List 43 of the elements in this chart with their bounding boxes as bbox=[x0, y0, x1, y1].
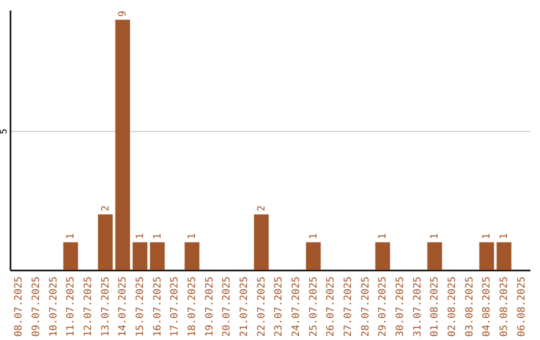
x-tick-label: 15.07.2025 bbox=[135, 276, 146, 337]
x-tick-label: 10.07.2025 bbox=[48, 276, 60, 337]
data-label: 1 bbox=[499, 233, 510, 240]
data-label: 1 bbox=[187, 233, 198, 240]
data-label: 1 bbox=[482, 233, 493, 240]
x-tick-label: 05.08.2025 bbox=[499, 276, 510, 337]
data-label: 1 bbox=[308, 233, 320, 240]
x-tick-label: 11.07.2025 bbox=[66, 276, 77, 337]
x-tick-label: 30.07.2025 bbox=[395, 276, 406, 337]
x-tick-label: 04.08.2025 bbox=[482, 276, 493, 337]
data-label: 1 bbox=[66, 233, 77, 240]
x-tick-label: 17.07.2025 bbox=[170, 276, 181, 337]
x-tick-label: 06.08.2025 bbox=[516, 276, 528, 337]
x-tick-label: 25.07.2025 bbox=[308, 276, 320, 337]
data-label: 2 bbox=[256, 205, 268, 212]
x-tick-label: 16.07.2025 bbox=[152, 276, 164, 337]
x-tick-label: 14.07.2025 bbox=[118, 276, 129, 337]
data-label: 1 bbox=[430, 233, 441, 240]
x-tick-label: 27.07.2025 bbox=[343, 276, 354, 337]
y-tick-label: 5 bbox=[0, 128, 10, 134]
data-label: 2 bbox=[100, 205, 112, 212]
x-tick-label: 18.07.2025 bbox=[187, 276, 198, 337]
data-label: 9 bbox=[118, 10, 129, 17]
x-tick-label: 28.07.2025 bbox=[360, 276, 372, 337]
x-tick-label: 03.08.2025 bbox=[464, 276, 476, 337]
data-label: 1 bbox=[135, 233, 146, 240]
x-tick-label: 26.07.2025 bbox=[326, 276, 337, 337]
x-tick-label: 01.08.2025 bbox=[430, 276, 441, 337]
x-tick-label: 21.07.2025 bbox=[239, 276, 250, 337]
x-tick-label: 09.07.2025 bbox=[31, 276, 42, 337]
x-tick-label: 02.08.2025 bbox=[447, 276, 458, 337]
x-tick-label: 29.07.2025 bbox=[378, 276, 389, 337]
x-tick-label: 23.07.2025 bbox=[274, 276, 285, 337]
x-tick-label: 20.07.2025 bbox=[222, 276, 233, 337]
data-label: 1 bbox=[378, 233, 389, 240]
x-tick-label: 08.07.2025 bbox=[14, 276, 25, 337]
x-tick-label: 19.07.2025 bbox=[204, 276, 216, 337]
x-tick-label: 22.07.2025 bbox=[256, 276, 268, 337]
x-tick-label: 12.07.2025 bbox=[83, 276, 94, 337]
x-tick-label: 31.07.2025 bbox=[412, 276, 424, 337]
x-tick-label: 24.07.2025 bbox=[291, 276, 302, 337]
x-tick-label: 13.07.2025 bbox=[100, 276, 112, 337]
data-label: 1 bbox=[152, 233, 164, 240]
